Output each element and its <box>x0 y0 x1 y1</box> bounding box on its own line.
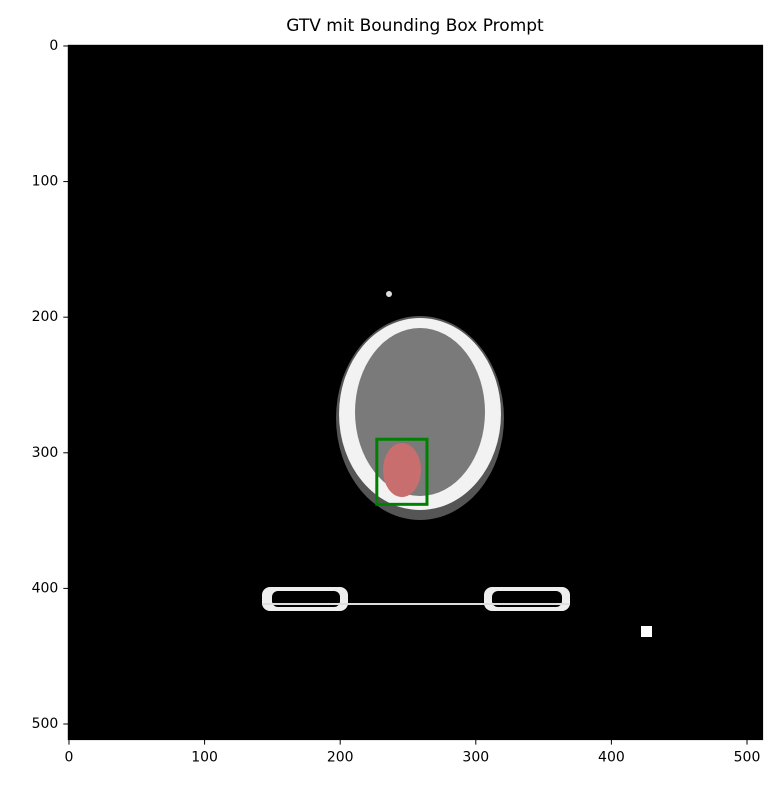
x-tick-label: 500 <box>734 750 761 766</box>
x-tick-label: 200 <box>327 750 354 766</box>
tumor-mask <box>383 443 421 497</box>
y-tick-label: 0 <box>49 38 58 54</box>
chart-title: GTV mit Bounding Box Prompt <box>286 16 544 36</box>
y-tick-label: 400 <box>32 580 59 596</box>
y-tick-label: 100 <box>32 174 59 190</box>
plot-area <box>68 45 763 740</box>
bounding-box <box>375 437 429 506</box>
x-tick-label: 0 <box>65 750 74 766</box>
y-tick-label: 200 <box>32 309 59 325</box>
y-tick-label: 300 <box>32 445 59 461</box>
artifact <box>386 291 392 297</box>
x-tick-label: 400 <box>598 750 625 766</box>
marker-square <box>641 626 652 637</box>
axes-frame <box>67 44 764 741</box>
x-tick-label: 100 <box>191 750 218 766</box>
x-tick-label: 300 <box>462 750 489 766</box>
y-tick-label: 500 <box>32 716 59 732</box>
